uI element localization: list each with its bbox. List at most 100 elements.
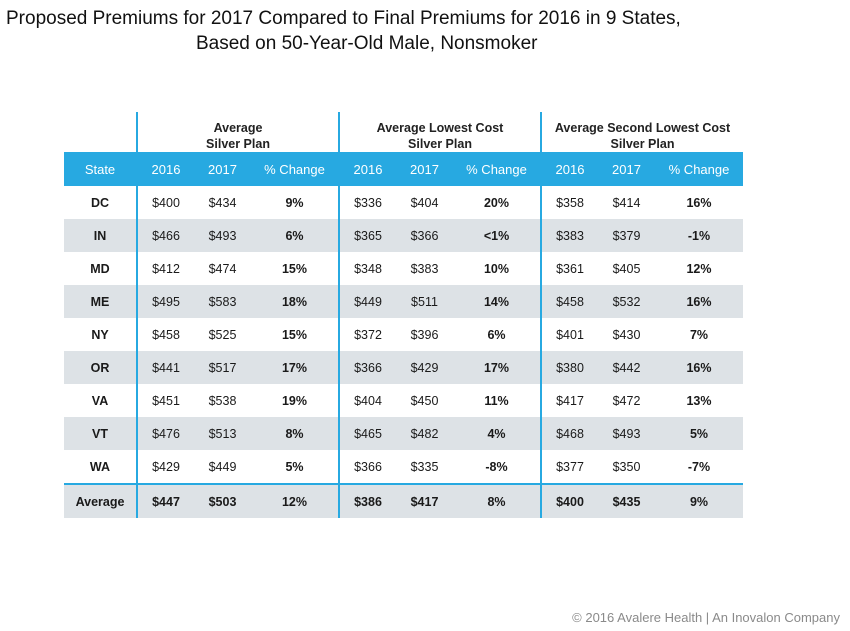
value-cell: 6% (453, 318, 542, 351)
state-cell: DC (64, 186, 138, 219)
value-cell: $429 (152, 459, 180, 474)
average-value: 8% (453, 483, 542, 518)
value-cell: -7% (687, 459, 711, 474)
value-cell: 20% (453, 186, 542, 219)
average-value: $435 (598, 483, 655, 518)
group-header-line1: Average Lowest Cost (376, 121, 504, 135)
value-cell: $400 (152, 195, 180, 210)
value-cell: $495 (137, 285, 194, 318)
value-cell: $380 (541, 351, 598, 384)
value-cell: $511 (396, 285, 453, 318)
value-cell: $350 (612, 459, 641, 474)
value-cell: 19% (251, 384, 340, 417)
value-cell: $538 (208, 393, 237, 408)
value-cell: $493 (598, 417, 655, 450)
state-cell: MD (64, 252, 138, 285)
value-cell: 10% (453, 252, 542, 285)
value-cell: $348 (354, 261, 382, 276)
table-row: IN $466 $493 6% $365 $366 <1% $383 $379 -1% (64, 219, 743, 252)
group-header-lowest-cost: Average Lowest Cost Silver Plan (339, 112, 542, 152)
state-cell: WA (64, 450, 138, 484)
value-cell: $414 (612, 195, 641, 210)
value-cell: 5% (251, 450, 340, 484)
value-cell: 13% (686, 393, 712, 408)
group-header-line2: Silver Plan (206, 137, 270, 151)
value-cell: 18% (251, 285, 340, 318)
value-cell: <1% (453, 219, 542, 252)
title-line-1: Proposed Premiums for 2017 Compared to F… (6, 8, 681, 29)
value-cell: $465 (339, 417, 396, 450)
column-header: 2017 (194, 152, 251, 186)
value-cell: 11% (453, 384, 542, 417)
value-cell: $458 (541, 285, 598, 318)
value-cell: -1% (655, 219, 743, 252)
value-cell: $449 (339, 285, 396, 318)
value-cell: $405 (612, 261, 641, 276)
table-row: OR $441 $517 17% $366 $429 17% $380 $442 16% (64, 351, 743, 384)
state-cell: ME (64, 285, 138, 318)
state-cell: OR (64, 351, 138, 384)
table-row: ME $495 $583 18% $449 $511 14% $458 $532 16% (64, 285, 743, 318)
value-cell: $451 (152, 393, 180, 408)
value-cell: $377 (556, 459, 584, 474)
table-row: WA $429 $449 5% $366 $335 -8% $377 $350 -7% (64, 450, 743, 484)
group-header-line2: Silver Plan (610, 137, 675, 151)
column-header: State (64, 152, 138, 186)
value-cell: -8% (453, 450, 542, 484)
value-cell: $441 (137, 351, 194, 384)
value-cell: $404 (410, 195, 439, 210)
column-header: 2016 (137, 152, 194, 186)
value-cell: $404 (354, 393, 382, 408)
average-value: $447 (137, 483, 194, 518)
value-cell: $365 (339, 219, 396, 252)
average-value: $417 (396, 483, 453, 518)
state-cell: NY (64, 318, 138, 351)
value-cell: $379 (598, 219, 655, 252)
value-cell: $412 (152, 261, 180, 276)
column-header: 2017 (396, 152, 453, 186)
group-header-average-silver: Average Silver Plan (137, 112, 340, 152)
value-cell: $468 (541, 417, 598, 450)
value-cell: $366 (339, 351, 396, 384)
value-cell: $401 (556, 327, 584, 342)
value-cell: $513 (194, 417, 251, 450)
table-row: VA $451 $538 19% $404 $450 11% $417 $472 13% (64, 384, 743, 417)
value-cell: $476 (137, 417, 194, 450)
average-label: Average (64, 483, 138, 518)
table-body: DC $400 $434 9% $336 $404 20% $358 $414 16% IN $466… (64, 186, 743, 518)
value-cell: $361 (556, 261, 584, 276)
premiums-table: Average Silver Plan Average Lowest Cost … (64, 112, 743, 518)
column-group-row: Average Silver Plan Average Lowest Cost … (64, 112, 743, 152)
value-cell: $383 (541, 219, 598, 252)
table-row: DC $400 $434 9% $336 $404 20% $358 $414 16% (64, 186, 743, 219)
group-header-second-lowest: Average Second Lowest Cost Silver Plan (541, 112, 743, 152)
table-row: NY $458 $525 15% $372 $396 6% $401 $430 7% (64, 318, 743, 351)
value-cell: 5% (655, 417, 743, 450)
value-cell: 6% (251, 219, 340, 252)
value-cell: $517 (194, 351, 251, 384)
value-cell: $583 (194, 285, 251, 318)
table-row: MD $412 $474 15% $348 $383 10% $361 $405 12% (64, 252, 743, 285)
value-cell: 17% (453, 351, 542, 384)
group-header-line1: Average Second Lowest Cost (554, 121, 731, 135)
value-cell: $442 (598, 351, 655, 384)
group-header-blank (64, 112, 138, 152)
average-row: Average $447 $503 12% $386 $417 8% $400 $435 9% (64, 483, 743, 518)
value-cell: $358 (556, 195, 584, 210)
value-cell: 7% (689, 327, 709, 342)
value-cell: $532 (598, 285, 655, 318)
value-cell: $396 (410, 327, 439, 342)
value-cell: $525 (208, 327, 237, 342)
column-header: 2016 (339, 152, 396, 186)
value-cell: $472 (612, 393, 641, 408)
column-header: % Change (453, 152, 542, 186)
value-cell: $482 (396, 417, 453, 450)
state-cell: VA (64, 384, 138, 417)
value-cell: $430 (612, 327, 641, 342)
average-value: $503 (194, 483, 251, 518)
value-cell: $474 (208, 261, 237, 276)
copyright-footer: © 2016 Avalere Health | An Inovalon Comp… (572, 610, 840, 625)
value-cell: 4% (453, 417, 542, 450)
value-cell: $450 (410, 393, 439, 408)
value-cell: 9% (251, 186, 340, 219)
